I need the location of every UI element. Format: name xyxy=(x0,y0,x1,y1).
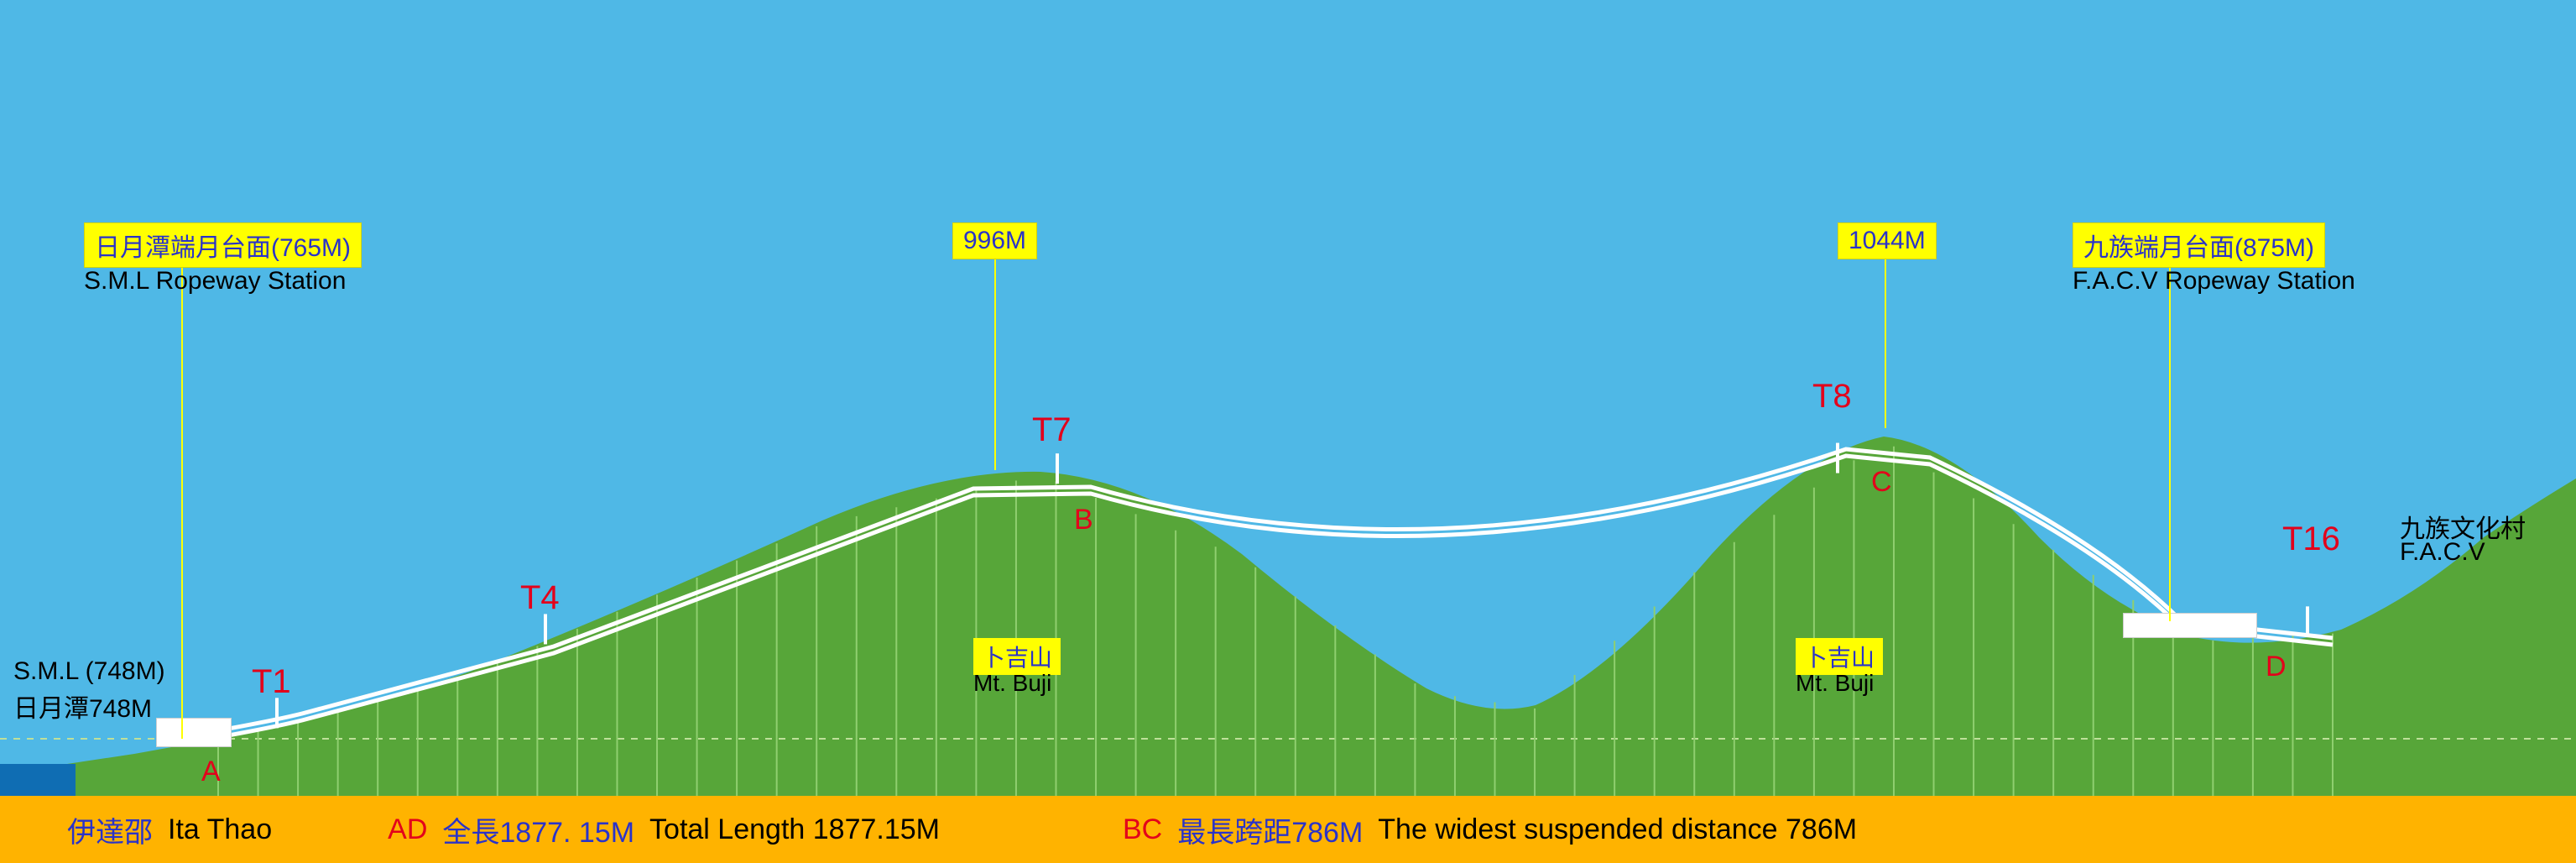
tower-label-t7: T7 xyxy=(1032,411,1072,449)
tower-label-t16: T16 xyxy=(2282,520,2340,558)
facv-elevation-tag: 九族端月台面(875M) xyxy=(2073,222,2325,268)
ad-length-zh: 全長1877. 15M xyxy=(442,809,634,850)
bc-span-zh: 最長跨距786M xyxy=(1177,809,1363,850)
mountain-2-name-en: Mt. Buji xyxy=(1796,670,1874,697)
peak-1-elevation-tag: 996M xyxy=(952,222,1037,259)
peak-2-elevation-tag: 1044M xyxy=(1838,222,1937,259)
sml-station-label: S.M.L Ropeway Station xyxy=(84,267,346,296)
point-label-d: D xyxy=(2266,651,2287,683)
ad-code: AD xyxy=(388,813,427,846)
sml-station-building xyxy=(156,718,232,747)
tower-label-t4: T4 xyxy=(520,579,560,617)
terrain-profile xyxy=(0,0,2576,863)
sml-elevation-tag: 日月潭端月台面(765M) xyxy=(84,222,362,268)
leader-line-facv xyxy=(2169,252,2171,621)
leader-line-peak-2 xyxy=(1885,252,1886,428)
ita-thao-en: Ita Thao xyxy=(168,813,272,846)
tower-label-t1: T1 xyxy=(252,663,291,701)
tower-label-t8: T8 xyxy=(1812,378,1852,416)
ad-length-en: Total Length 1877.15M xyxy=(649,813,940,846)
facv-station-building xyxy=(2123,613,2257,638)
sml-altitude-line2: 日月潭748M xyxy=(13,688,152,724)
facv-village-line2: F.A.C.V xyxy=(2400,538,2485,567)
lake-water xyxy=(0,764,76,796)
footer-info-bar: 伊達邵 Ita Thao AD 全長1877. 15M Total Length… xyxy=(0,796,2576,863)
bc-span-en: The widest suspended distance 786M xyxy=(1378,813,1857,846)
ita-thao-zh: 伊達邵 xyxy=(67,809,153,850)
sml-altitude-line1: S.M.L (748M) xyxy=(13,657,165,686)
ropeway-elevation-diagram: 日月潭端月台面(765M) S.M.L Ropeway Station 九族端月… xyxy=(0,0,2576,863)
point-label-c: C xyxy=(1871,466,1892,499)
facv-station-label: F.A.C.V Ropeway Station xyxy=(2073,267,2355,296)
bc-code: BC xyxy=(1123,813,1162,846)
point-label-a: A xyxy=(201,756,221,788)
leader-line-sml xyxy=(181,252,183,739)
leader-line-peak-1 xyxy=(994,252,996,470)
mountain-1-name-en: Mt. Buji xyxy=(973,670,1051,697)
point-label-b: B xyxy=(1074,504,1093,536)
